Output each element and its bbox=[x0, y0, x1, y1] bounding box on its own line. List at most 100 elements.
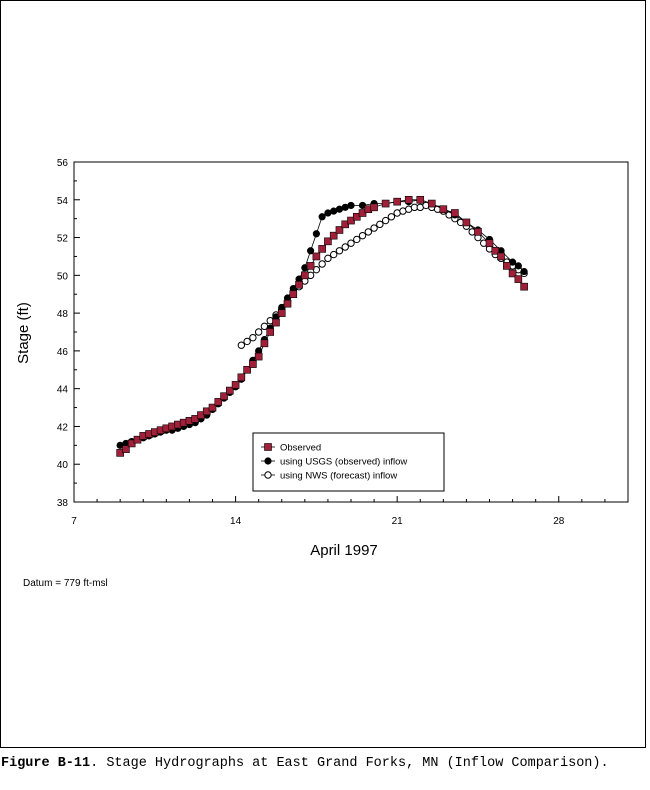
data-point bbox=[312, 252, 321, 261]
x-axis-label: April 1997 bbox=[310, 542, 378, 559]
data-point bbox=[329, 231, 338, 240]
legend-box bbox=[252, 432, 445, 492]
data-point bbox=[462, 218, 471, 227]
data-point bbox=[341, 243, 349, 251]
data-point bbox=[260, 339, 269, 348]
data-point bbox=[243, 337, 251, 346]
data-point bbox=[272, 318, 280, 327]
series-line bbox=[119, 199, 525, 454]
y-tick-label: 46 bbox=[57, 347, 69, 358]
data-point bbox=[370, 224, 378, 232]
legend-label: using NWS (forecast) inflow bbox=[280, 471, 397, 482]
legend-entries: Observed using USGS (observed) inflow usin… bbox=[261, 443, 407, 482]
data-point bbox=[220, 392, 228, 401]
y-tick-label: 38 bbox=[57, 498, 69, 509]
data-point bbox=[393, 197, 401, 206]
chart-legend: Observed using USGS (observed) inflow usin… bbox=[252, 432, 445, 492]
data-point bbox=[237, 341, 246, 349]
data-point bbox=[324, 254, 332, 263]
data-point bbox=[318, 213, 326, 221]
data-point bbox=[370, 203, 378, 212]
data-point bbox=[514, 262, 522, 270]
data-point bbox=[318, 245, 326, 253]
data-point bbox=[249, 333, 257, 342]
data-point bbox=[277, 309, 286, 317]
y-tick-label: 52 bbox=[57, 234, 69, 245]
datum-note: Datum = 779 ft-msl bbox=[23, 578, 108, 589]
y-tick-label: 48 bbox=[57, 309, 69, 320]
axis-ticks: 38 40 42 44 46 48 50 52 54 56 7 14 21 28 bbox=[57, 158, 629, 527]
data-point bbox=[514, 275, 523, 283]
data-point bbox=[427, 199, 436, 208]
legend-label: Observed bbox=[280, 443, 321, 454]
data-point bbox=[243, 365, 251, 374]
data-point bbox=[254, 328, 263, 336]
y-tick-label: 42 bbox=[57, 422, 69, 433]
data-point bbox=[451, 209, 459, 217]
data-point bbox=[249, 360, 257, 368]
data-point bbox=[312, 230, 320, 238]
data-point bbox=[353, 235, 361, 244]
data-point bbox=[497, 252, 505, 261]
data-point bbox=[295, 280, 303, 289]
data-point bbox=[283, 299, 292, 308]
x-tick-label: 14 bbox=[230, 516, 242, 527]
data-point bbox=[301, 271, 309, 280]
figure-caption: Figure B-11. Stage Hydrographs at East G… bbox=[1, 755, 646, 772]
data-point bbox=[508, 269, 517, 278]
figure-caption-text: . Stage Hydrographs at East Grand Forks,… bbox=[90, 756, 609, 771]
data-point bbox=[214, 398, 223, 406]
data-point bbox=[358, 231, 367, 240]
series-line bbox=[120, 199, 525, 446]
data-point bbox=[122, 445, 130, 453]
y-axis-label: Stage (ft) bbox=[15, 302, 32, 364]
data-point bbox=[226, 386, 234, 395]
series-observed bbox=[116, 195, 528, 457]
y-tick-label: 44 bbox=[57, 385, 69, 396]
data-point bbox=[485, 239, 494, 248]
series-layer bbox=[116, 195, 528, 457]
data-point bbox=[289, 290, 298, 299]
data-point bbox=[329, 250, 338, 259]
x-tick-label: 28 bbox=[553, 516, 565, 527]
y-tick-label: 56 bbox=[57, 158, 69, 169]
x-tick-label: 7 bbox=[71, 516, 77, 527]
figure-label: Figure B-11 bbox=[1, 756, 91, 771]
data-point bbox=[491, 246, 500, 255]
data-point bbox=[404, 195, 413, 204]
series-usgs bbox=[116, 196, 528, 449]
data-point bbox=[439, 205, 448, 214]
legend-marker bbox=[264, 443, 272, 451]
figure-frame bbox=[0, 0, 646, 748]
y-tick-label: 54 bbox=[57, 196, 69, 207]
data-point bbox=[306, 262, 315, 270]
data-point bbox=[347, 239, 355, 247]
data-point bbox=[208, 403, 217, 412]
data-point bbox=[266, 328, 275, 336]
data-point bbox=[520, 267, 528, 276]
data-point bbox=[416, 195, 425, 204]
data-point bbox=[307, 247, 315, 255]
data-point bbox=[335, 247, 344, 255]
data-point bbox=[237, 373, 246, 382]
stage-hydrograph-chart: 38 40 42 44 46 48 50 52 54 56 7 14 21 28 April 1997 S… bbox=[15, 158, 629, 559]
legend-marker bbox=[264, 471, 272, 479]
y-tick-label: 50 bbox=[57, 271, 69, 282]
data-point bbox=[318, 260, 326, 268]
data-point bbox=[474, 228, 482, 236]
x-tick-label: 21 bbox=[392, 516, 404, 527]
data-point bbox=[324, 237, 332, 246]
data-point bbox=[503, 262, 511, 270]
data-point bbox=[254, 352, 263, 361]
data-point bbox=[231, 381, 240, 389]
legend-label: using USGS (observed) inflow bbox=[280, 457, 407, 468]
data-point bbox=[381, 199, 390, 208]
data-point bbox=[520, 282, 528, 291]
data-point bbox=[376, 220, 384, 229]
data-point bbox=[347, 201, 355, 210]
data-point bbox=[381, 216, 390, 225]
data-point bbox=[364, 228, 373, 236]
series-nws bbox=[237, 201, 528, 349]
legend-marker bbox=[264, 457, 272, 465]
y-tick-label: 40 bbox=[57, 460, 69, 471]
